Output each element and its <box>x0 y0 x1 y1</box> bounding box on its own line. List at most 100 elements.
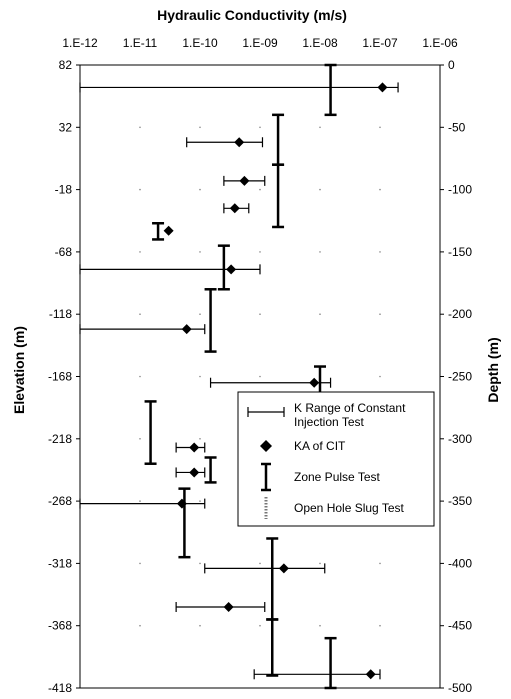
right-y-tick-label: -200 <box>448 307 472 321</box>
right-y-tick-label: -500 <box>448 681 472 695</box>
ka-diamond <box>176 498 187 509</box>
grid-dot <box>379 624 381 627</box>
zone-pulse-bar <box>266 537 279 621</box>
plot-area <box>79 64 441 689</box>
grid-dot <box>379 313 381 316</box>
legend-label: Zone Pulse Test <box>294 470 380 484</box>
zone-pulse-bar <box>217 244 230 291</box>
left-y-tick-label: -268 <box>48 494 72 508</box>
left-y-tick-label: -168 <box>48 370 72 384</box>
ka-diamond <box>309 377 320 388</box>
ka-diamond <box>189 467 200 478</box>
legend-label-line: Injection Test <box>294 415 364 429</box>
ka-diamond <box>365 669 376 680</box>
grid-dot <box>259 313 261 316</box>
grid-dot <box>319 251 321 253</box>
cit-point <box>209 377 332 388</box>
grid-dot <box>139 188 141 191</box>
ka-diamond <box>229 203 240 214</box>
right-y-tick-label: -300 <box>448 432 472 446</box>
zone-pulse-bar <box>266 618 279 677</box>
ka-diamond <box>239 175 250 186</box>
x-tick-label: 1.E-07 <box>362 36 398 50</box>
zone-pulse-bar <box>178 487 191 559</box>
grid-dot <box>379 188 381 191</box>
grid-dot <box>379 126 381 129</box>
grid-dot <box>259 188 261 191</box>
left-y-tick-label: -68 <box>55 245 73 259</box>
grid-dot <box>139 438 141 440</box>
left-axis-ticks: 82 32 -18 -68 -118 -168 -218 -268 -318 -368 -418 <box>48 58 80 695</box>
zone-pulse-bar <box>204 456 217 484</box>
right-y-tick-label: -50 <box>448 120 466 134</box>
legend-box <box>237 391 435 527</box>
grid-dot <box>379 251 381 253</box>
cit-point <box>223 175 266 186</box>
legend-label: Open Hole Slug Test <box>294 501 405 515</box>
cit-point <box>163 225 174 236</box>
ka-diamond <box>278 563 289 574</box>
grid-dot <box>259 624 261 627</box>
x-tick-label: 1.E-12 <box>62 36 98 50</box>
right-y-tick-label: -150 <box>448 245 472 259</box>
right-axis-label: Depth (m) <box>485 337 501 402</box>
grid-dot <box>319 313 321 316</box>
grid-dot <box>139 126 141 129</box>
x-tick-label: 1.E-08 <box>302 36 338 50</box>
grid-dot <box>319 126 321 129</box>
grid-dot <box>139 251 141 253</box>
cit-point <box>79 498 206 509</box>
left-y-tick-label: -318 <box>48 556 72 570</box>
zone-pulse-bar <box>272 113 285 166</box>
grid-dot <box>199 126 201 129</box>
grid-dot <box>199 562 201 565</box>
right-y-tick-label: -400 <box>448 556 472 570</box>
x-axis-ticks: 1.E-12 1.E-11 1.E-10 1.E-09 1.E-08 1.E-07 1.E-… <box>62 36 458 50</box>
left-y-tick-label: -118 <box>49 307 72 321</box>
grid-dot <box>199 500 201 502</box>
grid-dot <box>259 375 261 378</box>
grid-dot <box>199 313 201 316</box>
grid-dot <box>199 375 201 378</box>
right-y-tick-label: -450 <box>448 619 472 633</box>
grid-dot <box>379 375 381 378</box>
cit-point <box>186 137 264 148</box>
left-y-tick-label: -368 <box>48 619 72 633</box>
ka-diamond <box>163 225 174 236</box>
zone-pulse-bar <box>324 63 337 117</box>
right-y-tick-label: -350 <box>448 494 472 508</box>
grid-dot <box>199 188 201 191</box>
ka-diamond <box>181 324 192 335</box>
grid-dot <box>379 562 381 565</box>
cit-point <box>79 264 261 275</box>
legend-label: K Range of Constant Injection Test <box>294 401 406 429</box>
data-series <box>79 63 399 690</box>
grid-dot <box>199 624 201 627</box>
right-y-tick-label: -250 <box>448 370 472 384</box>
grid-dot <box>319 562 321 565</box>
ka-diamond <box>234 137 245 148</box>
left-axis-label: Elevation (m) <box>11 326 27 414</box>
cit-point <box>253 669 381 680</box>
left-y-tick-label: -218 <box>48 432 72 446</box>
x-tick-label: 1.E-06 <box>422 36 458 50</box>
grid-dot <box>199 438 201 440</box>
cit-point <box>204 563 326 574</box>
grid-dot <box>139 562 141 565</box>
grid-dot <box>259 251 261 253</box>
cit-point <box>79 82 399 93</box>
zone-pulse-bar <box>324 636 337 690</box>
x-tick-label: 1.E-10 <box>182 36 218 50</box>
x-tick-label: 1.E-09 <box>242 36 278 50</box>
right-y-tick-label: -100 <box>448 183 472 197</box>
legend: K Range of Constant Injection Test KA of C… <box>237 391 435 527</box>
grid-dot <box>199 251 201 253</box>
legend-diamond-symbol <box>260 440 272 452</box>
zone-pulse-bar <box>144 400 157 465</box>
ka-diamond <box>377 82 388 93</box>
grid-dot <box>139 375 141 378</box>
cit-point <box>175 602 266 613</box>
grid-dot <box>139 624 141 627</box>
cit-point <box>223 203 250 214</box>
